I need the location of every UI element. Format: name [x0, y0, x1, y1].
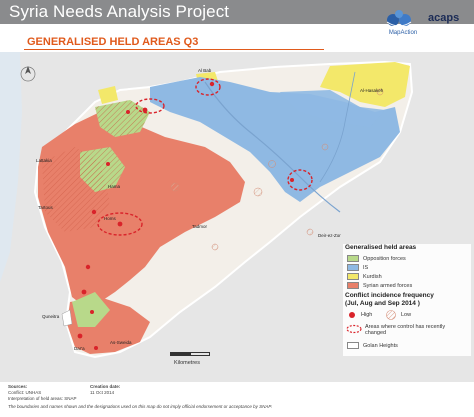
map-subtitle: GENERALISED HELD AREAS Q3 [27, 36, 199, 48]
syria-map: Al Bab Al-Hasakeh Lattakia Tartous Hama … [0, 52, 474, 382]
legend-conflict-sub: (Jul, Aug and Sep 2014 ) [345, 300, 420, 307]
footer-sources-1: Conflict: UNHAS [8, 390, 42, 395]
legend-government: Syrian armed forces [363, 283, 413, 289]
khabur-river [319, 71, 356, 183]
legend-changed-2: changed [365, 330, 387, 336]
footer-disclaimer: The boundaries and names shown and the d… [8, 404, 273, 409]
footer-sources-2: Interpretation of held areas: SNAP [8, 396, 77, 401]
label-palmyra: Tadmor [192, 224, 208, 229]
region-kurdish-afrin [98, 86, 118, 104]
sea-area [0, 52, 22, 282]
legend-low: Low [401, 312, 412, 318]
legend-golan: Golan Heights [363, 343, 398, 349]
label-al-bab: Al Bab [198, 68, 212, 73]
label-deir: Deir-ez-Zor [318, 233, 341, 238]
swatch-is [347, 264, 359, 271]
header-bar: Syria Needs Analysis Project [0, 0, 474, 24]
high-incidents [77, 81, 294, 350]
high-dot-icon [349, 312, 355, 318]
label-latakia: Lattakia [36, 158, 52, 163]
legend-changed-1: Areas where control has recently [365, 324, 446, 330]
low-hatch-icon [386, 310, 396, 320]
label-dara: Dar'a [74, 346, 85, 351]
page-title: Syria Needs Analysis Project [9, 2, 230, 21]
swatch-government [347, 282, 359, 289]
low-incidents [170, 88, 384, 251]
north-arrow [20, 66, 36, 82]
label-sweida: As-Sweida [110, 340, 132, 345]
footer-created-value: 11 Oct 2014 [90, 390, 115, 395]
footer-sources-heading: Sources: [8, 384, 28, 389]
legend-kurdish: Kurdish [363, 274, 382, 280]
mapaction-logo-text: MapAction [388, 30, 418, 36]
swatch-golan [347, 342, 359, 349]
region-kurdish-hasakeh [320, 62, 410, 107]
label-hasakeh: Al-Hasakeh [360, 88, 384, 93]
label-quneitra: Quneitra [42, 314, 60, 319]
legend-is: IS [363, 265, 369, 271]
legend-held-title: Generalised held areas [345, 244, 417, 251]
label-tartous: Tartous [38, 205, 54, 210]
footer-created-heading: Creation date: [90, 384, 121, 389]
swatch-kurdish [347, 273, 359, 280]
mapaction-logo [386, 10, 412, 27]
region-opposition-south [72, 292, 110, 327]
region-golan [61, 309, 73, 327]
subtitle-rule [24, 49, 324, 50]
changed-control-areas [97, 78, 313, 236]
legend-opposition: Opposition forces [363, 256, 406, 262]
changed-area-icon [346, 324, 362, 334]
scale-label: Kilometres [174, 360, 200, 366]
acaps-logo: acaps [428, 12, 460, 24]
swatch-opposition [347, 255, 359, 262]
scale-bar [170, 352, 210, 356]
legend-high: High [361, 312, 373, 318]
euphrates-river [204, 81, 341, 213]
label-hama: Hama [108, 184, 121, 189]
legend-conflict-title: Conflict incidence frequency [345, 292, 434, 299]
label-homs: Homs [104, 216, 117, 221]
map-legend: Generalised held areas Opposition forces… [343, 244, 471, 356]
